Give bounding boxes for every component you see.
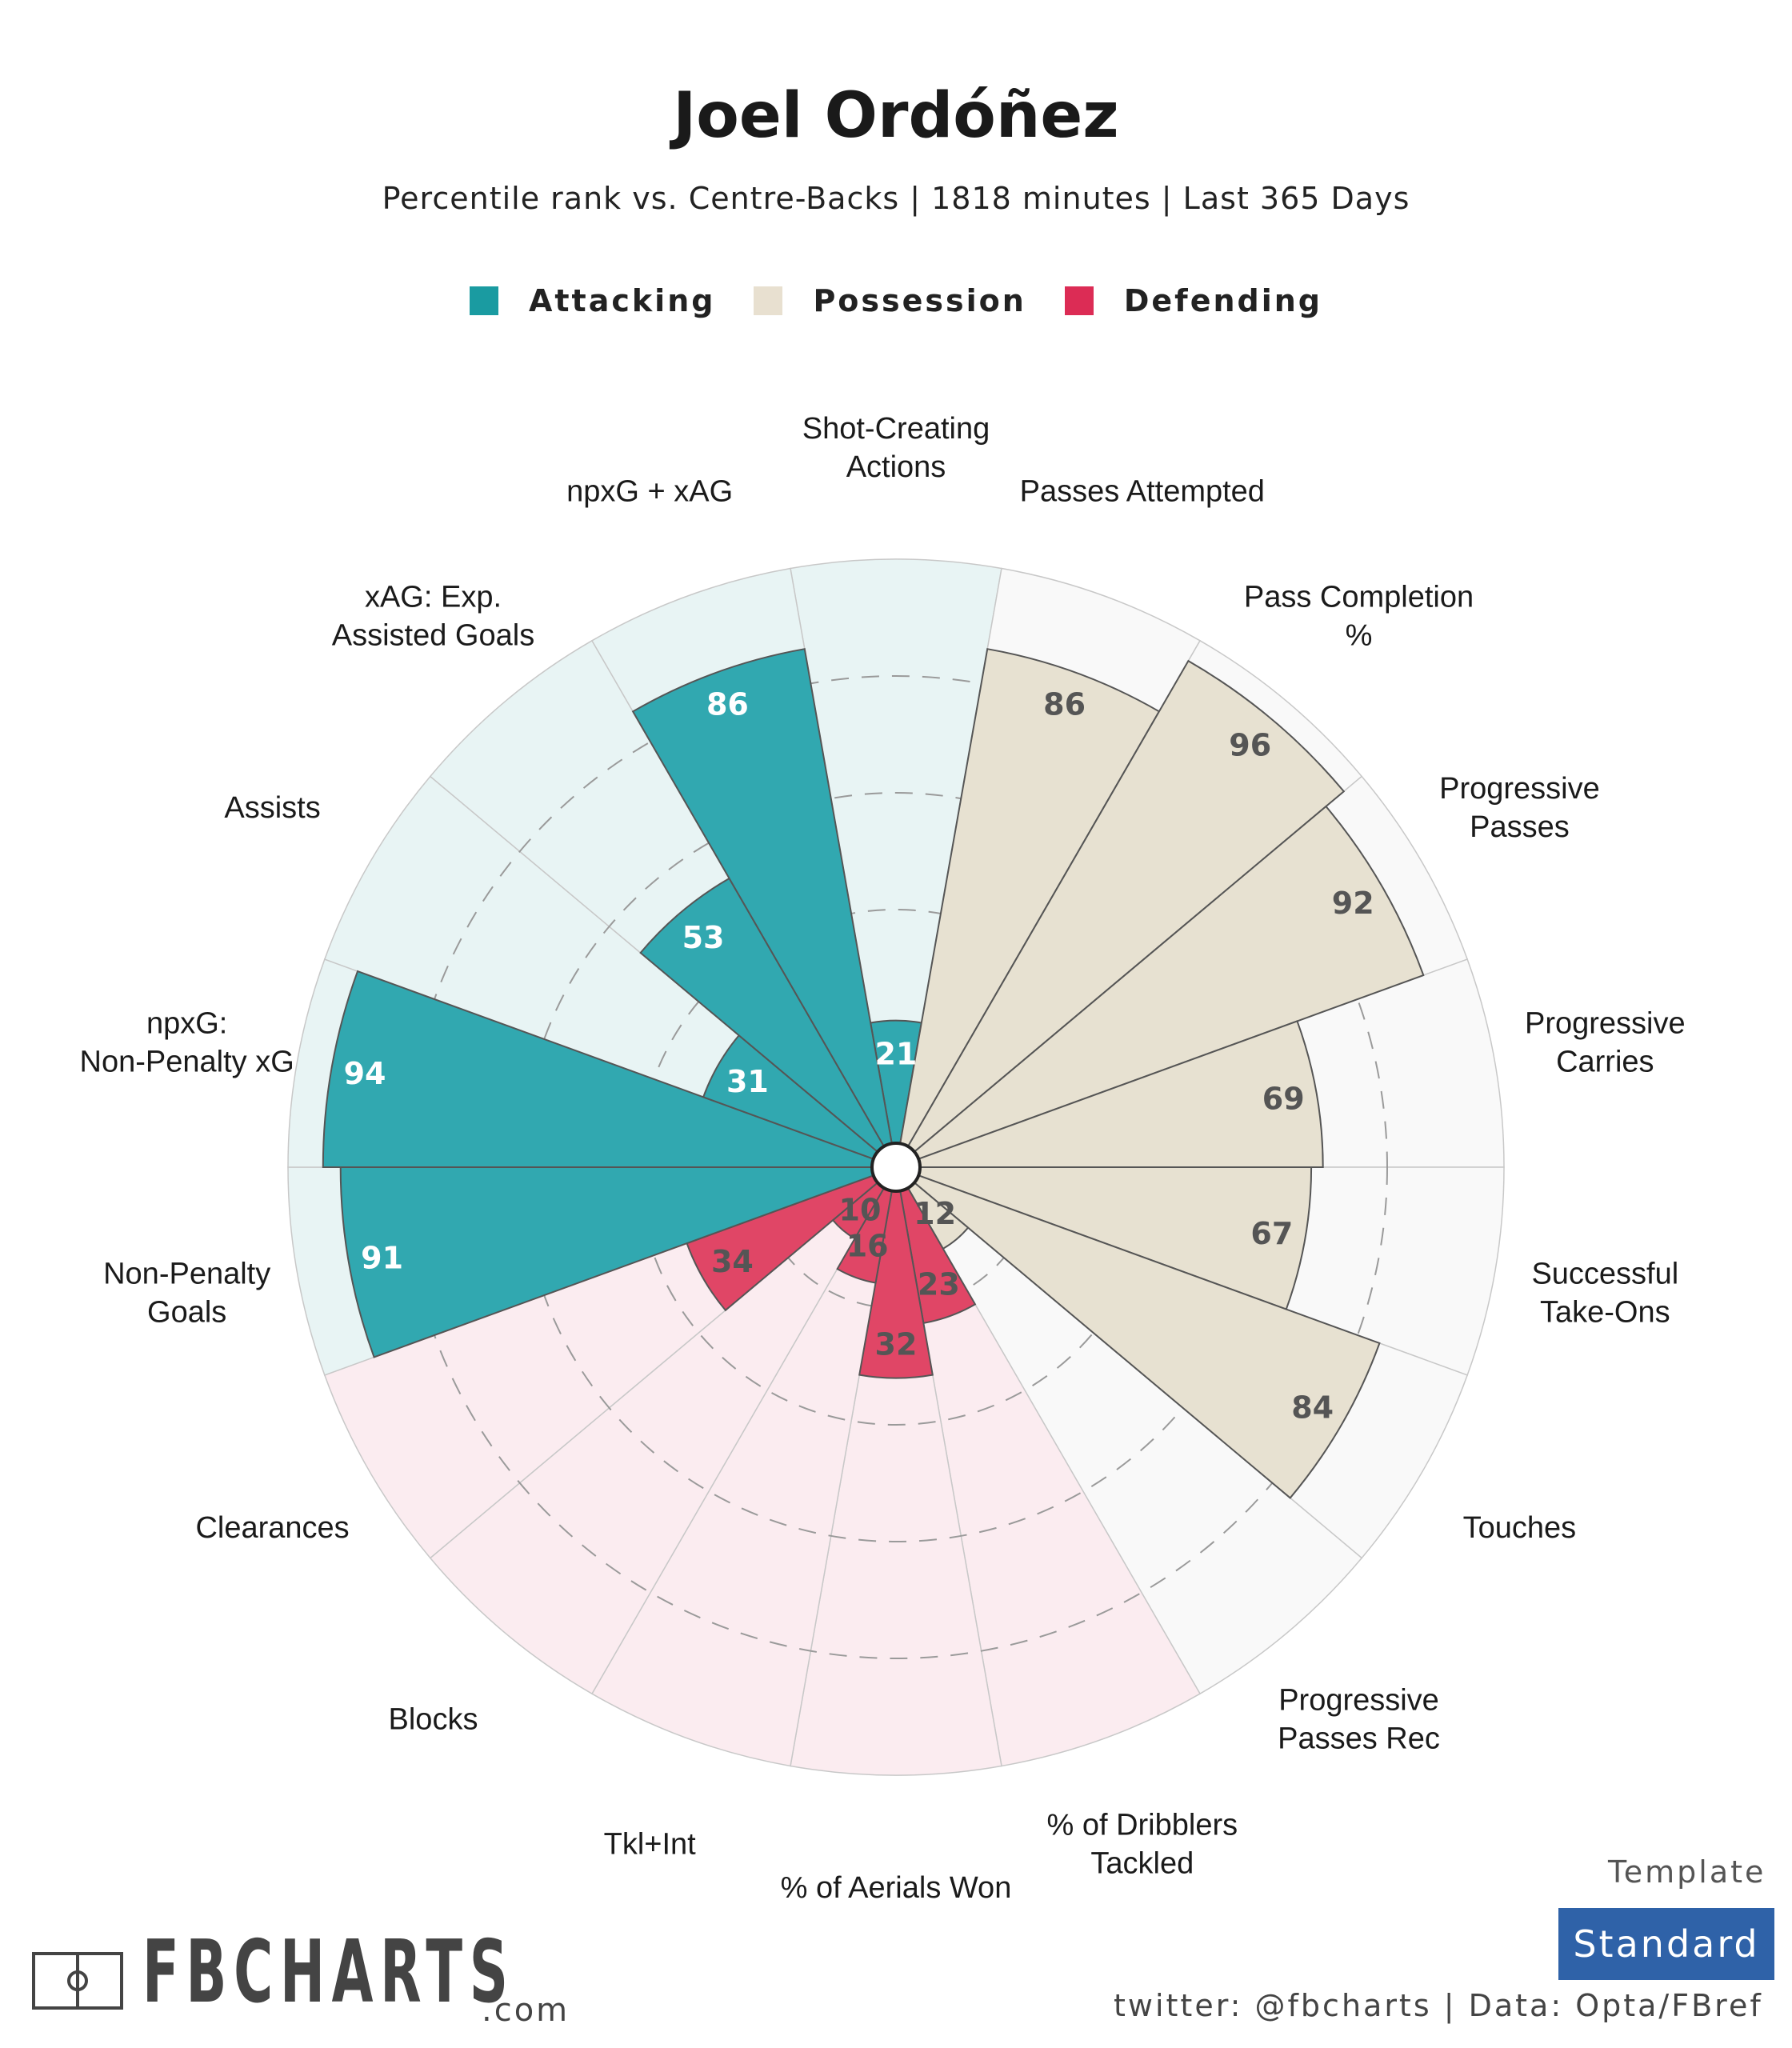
category-label-shot-creating-actions: Shot-Creating Actions bbox=[802, 412, 990, 484]
category-label-npxg-non-penalty-xg: npxG: Non-Penalty xG bbox=[80, 1007, 294, 1079]
legend-label-possession: Possession bbox=[813, 283, 1026, 318]
legend-swatch-attacking bbox=[469, 286, 498, 315]
template-label: Template bbox=[1608, 1854, 1766, 1890]
category-label-successful-take-ons: Successful Take-Ons bbox=[1531, 1257, 1678, 1329]
value-label-progressive-passes: 92 bbox=[1332, 886, 1374, 921]
category-label-passes-attempted: Passes Attempted bbox=[1020, 474, 1265, 508]
category-label-xag-exp-assisted-goals: xAG: Exp. Assisted Goals bbox=[332, 581, 534, 653]
value-label-npxg-xag: 86 bbox=[706, 686, 749, 722]
category-label-assists: Assists bbox=[224, 791, 320, 825]
category-label-blocks: Blocks bbox=[389, 1702, 478, 1736]
chart-title: Joel Ordóñez bbox=[673, 80, 1119, 152]
brand-name: FBCHARTS bbox=[142, 1922, 515, 2022]
value-label-successful-take-ons: 67 bbox=[1250, 1216, 1293, 1251]
value-label-shot-creating-actions: 21 bbox=[875, 1037, 918, 1072]
brand-suffix: .com bbox=[482, 1992, 570, 2029]
value-label-touches: 84 bbox=[1291, 1390, 1334, 1426]
pitch-icon bbox=[32, 1952, 123, 2010]
legend-swatch-possession bbox=[754, 286, 783, 315]
category-label-of-aerials-won: % of Aerials Won bbox=[781, 1871, 1012, 1905]
category-label-tkl-int: Tkl+Int bbox=[604, 1828, 697, 1862]
legend-swatch-defending bbox=[1064, 286, 1094, 315]
category-label-progressive-passes: Progressive Passes bbox=[1439, 772, 1600, 844]
value-label-xag-exp-assisted-goals: 53 bbox=[682, 920, 725, 955]
category-label-touches: Touches bbox=[1463, 1511, 1577, 1545]
value-label-progressive-carries: 69 bbox=[1262, 1082, 1305, 1117]
legend-item-attacking: Attacking bbox=[469, 283, 716, 318]
grid-ring-80 bbox=[404, 675, 1388, 1659]
category-label-pass-completion: Pass Completion% bbox=[1244, 581, 1474, 653]
legend-item-defending: Defending bbox=[1064, 283, 1322, 318]
value-label-passes-attempted: 86 bbox=[1043, 686, 1086, 722]
legend: Attacking Possession Defending bbox=[0, 283, 1792, 318]
value-label-non-penalty-goals: 91 bbox=[361, 1240, 403, 1275]
value-label-npxg-non-penalty-xg: 94 bbox=[344, 1056, 386, 1091]
value-label-tkl-int: 16 bbox=[846, 1228, 889, 1263]
category-label-of-dribblers-tackled: % of Dribblers Tackled bbox=[1046, 1809, 1238, 1881]
category-label-progressive-passes-rec: Progressive Passes Rec bbox=[1278, 1683, 1440, 1755]
legend-label-defending: Defending bbox=[1123, 283, 1322, 318]
center-hub bbox=[870, 1142, 922, 1193]
category-label-progressive-carries: Progressive Carries bbox=[1525, 1007, 1686, 1079]
value-label-clearances: 34 bbox=[711, 1244, 754, 1279]
category-label-npxg-xag: npxG + xAG bbox=[566, 474, 733, 508]
legend-label-attacking: Attacking bbox=[528, 283, 716, 318]
footer-credit: twitter: @fbcharts | Data: Opta/FBref bbox=[1114, 1988, 1763, 2023]
fbcharts-logo: FBCHARTS bbox=[32, 1922, 743, 2022]
value-label-progressive-passes-rec: 12 bbox=[914, 1196, 956, 1231]
template-badge: Standard bbox=[1558, 1908, 1774, 1980]
value-label-blocks: 10 bbox=[839, 1193, 882, 1228]
chart-subtitle: Percentile rank vs. Centre-Backs | 1818 … bbox=[382, 181, 1410, 216]
category-label-non-penalty-goals: Non-Penalty Goals bbox=[103, 1257, 270, 1329]
value-label-assists: 31 bbox=[726, 1064, 769, 1099]
legend-item-possession: Possession bbox=[754, 283, 1026, 318]
category-label-clearances: Clearances bbox=[195, 1511, 349, 1545]
value-label-pass-completion: 96 bbox=[1229, 727, 1271, 762]
value-label-of-dribblers-tackled: 23 bbox=[918, 1266, 960, 1302]
value-label-of-aerials-won: 32 bbox=[875, 1327, 918, 1362]
